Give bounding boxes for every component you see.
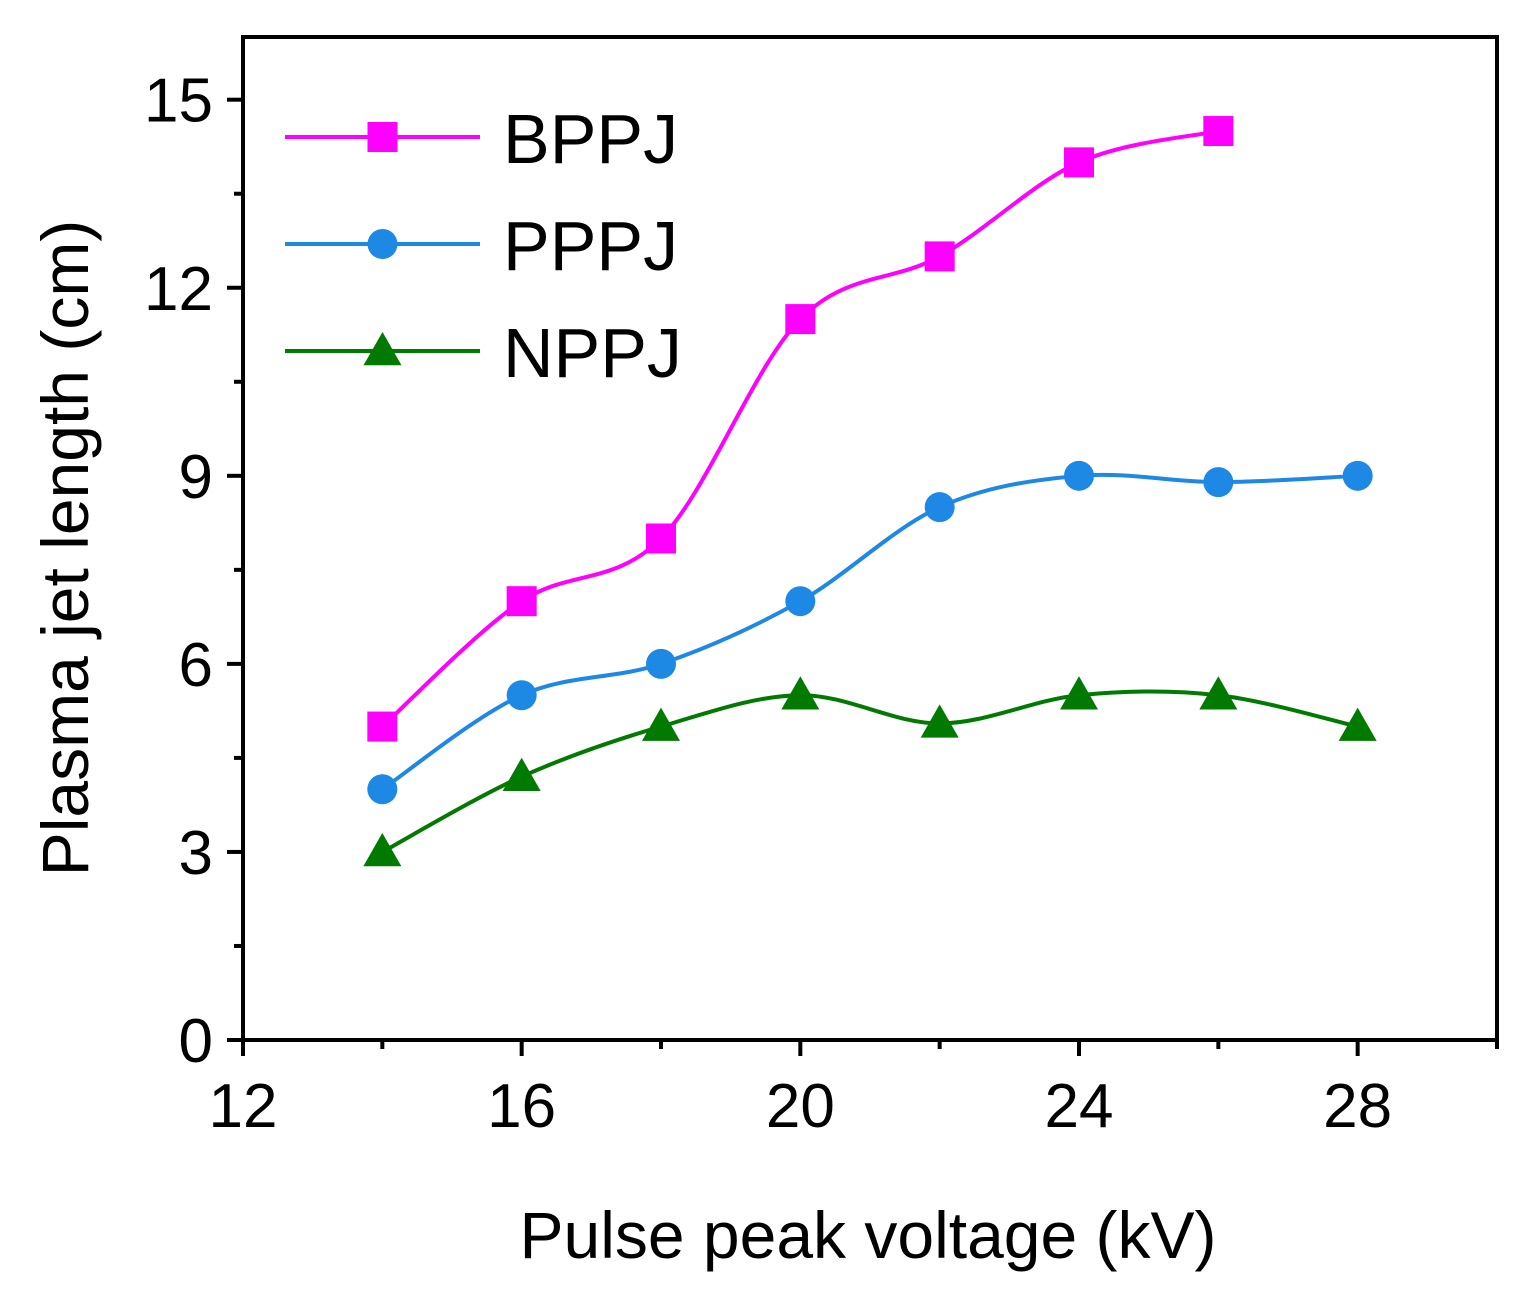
x-tick-label: 12 xyxy=(209,1072,278,1141)
data-point-pppj xyxy=(367,774,398,805)
series-bppj xyxy=(367,116,1234,742)
y-tick-label: 3 xyxy=(179,819,213,888)
data-point-nppj xyxy=(781,676,820,710)
data-point-pppj xyxy=(1203,467,1234,498)
data-point-pppj xyxy=(924,492,955,523)
series-line-pppj xyxy=(381,472,1358,791)
data-point-pppj xyxy=(1064,460,1094,491)
legend-label-pppj: PPPJ xyxy=(503,207,678,285)
data-point-pppj xyxy=(506,680,537,711)
series-line-nppj xyxy=(381,689,1359,854)
x-axis-title: Pulse peak voltage (kV) xyxy=(519,1198,1216,1272)
y-tick-label: 12 xyxy=(144,255,213,324)
data-point-bppj xyxy=(646,523,676,554)
legend-label-nppj: NPPJ xyxy=(503,314,682,392)
data-point-bppj xyxy=(1064,147,1094,178)
x-tick-label: 16 xyxy=(487,1072,556,1141)
data-point-nppj xyxy=(920,704,959,738)
data-point-pppj xyxy=(646,648,676,679)
legend-marker-nppj xyxy=(363,332,402,366)
y-axis-title: Plasma jet length (cm) xyxy=(28,220,102,877)
data-point-nppj xyxy=(1060,676,1098,710)
plot-frame xyxy=(241,35,1499,1042)
series-pppj xyxy=(367,460,1373,805)
data-point-nppj xyxy=(502,757,541,791)
y-tick-label: 15 xyxy=(144,67,213,136)
data-point-nppj xyxy=(1338,707,1377,741)
y-tick-label: 0 xyxy=(179,1007,213,1076)
legend-marker-pppj xyxy=(367,229,398,259)
legend-item-pppj: PPPJ xyxy=(285,207,678,285)
y-tick-label: 9 xyxy=(179,443,213,512)
data-point-bppj xyxy=(506,586,537,617)
x-tick-label: 20 xyxy=(766,1072,835,1141)
y-tick-label: 6 xyxy=(179,631,213,700)
x-tick-label: 28 xyxy=(1323,1072,1392,1141)
data-point-nppj xyxy=(1199,676,1238,710)
data-point-nppj xyxy=(363,832,402,867)
legend-item-nppj: NPPJ xyxy=(285,314,682,392)
x-tick-label: 24 xyxy=(1045,1072,1114,1141)
data-point-pppj xyxy=(1342,460,1373,491)
data-point-pppj xyxy=(785,586,816,617)
data-point-bppj xyxy=(924,241,955,272)
data-point-bppj xyxy=(785,304,816,335)
legend-marker-bppj xyxy=(367,122,398,152)
data-point-nppj xyxy=(642,707,680,741)
series-nppj xyxy=(363,676,1377,867)
data-point-bppj xyxy=(367,711,398,742)
legend-item-bppj: BPPJ xyxy=(285,100,678,178)
data-point-bppj xyxy=(1203,116,1234,147)
legend-label-bppj: BPPJ xyxy=(503,100,678,178)
